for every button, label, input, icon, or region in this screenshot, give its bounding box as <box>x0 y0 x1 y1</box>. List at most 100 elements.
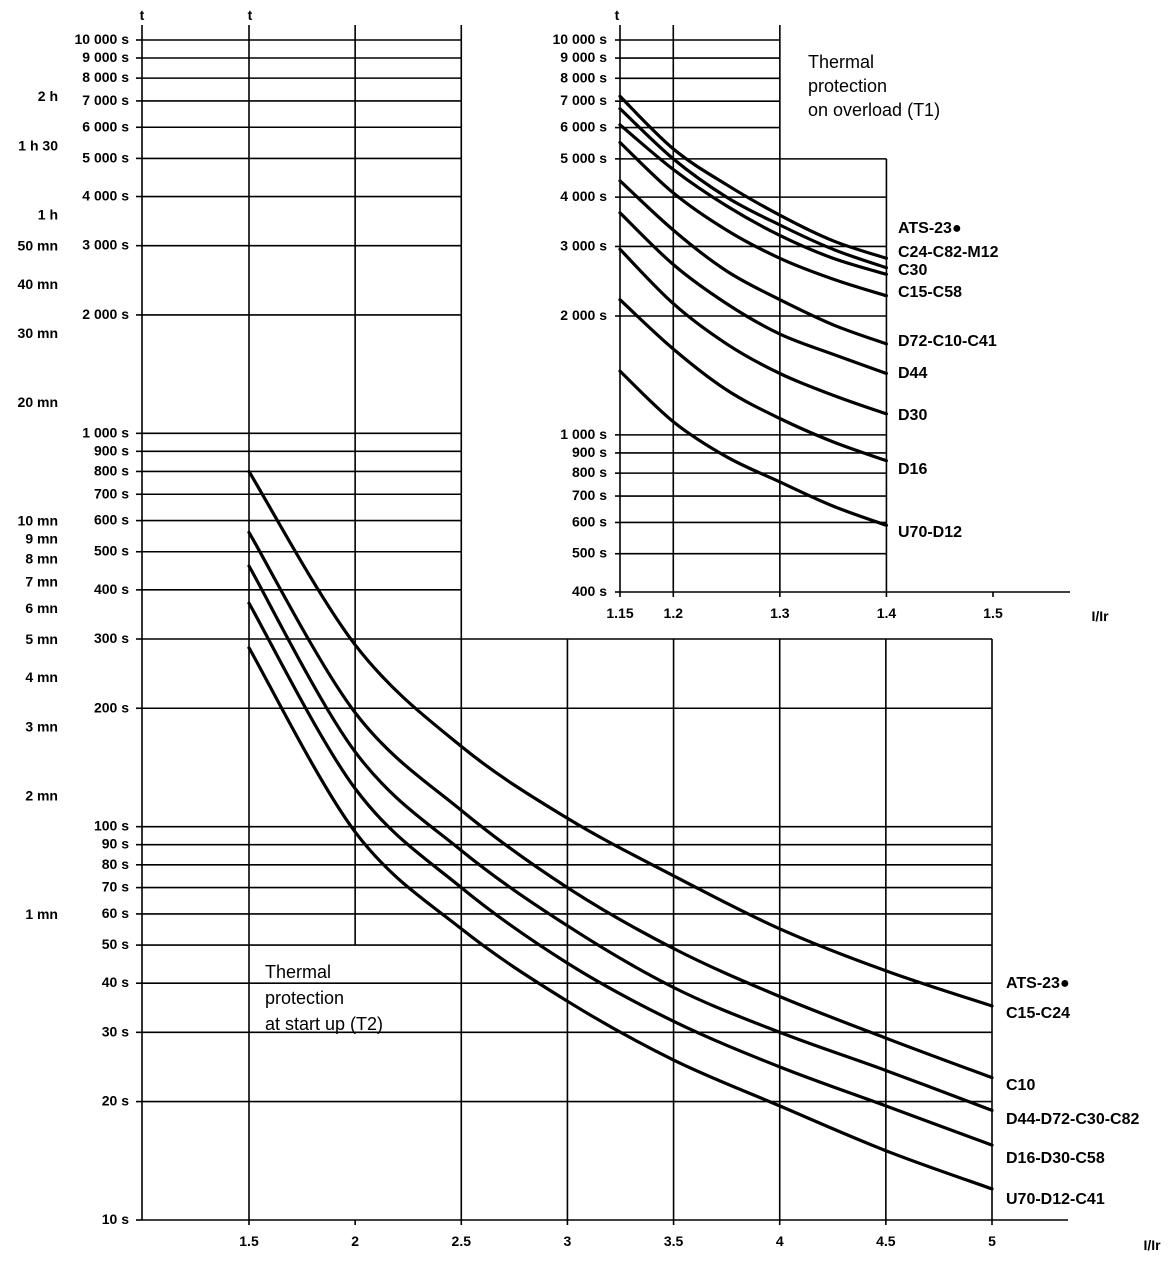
t2-y-tick-label: 40 s <box>102 974 129 990</box>
t1-x-tick-label: 1.3 <box>770 605 790 621</box>
t2-series-label: D44-D72-C30-C82 <box>1006 1111 1139 1128</box>
t2-series-line <box>247 601 994 1147</box>
t2-x-tick-label: 2.5 <box>452 1233 472 1249</box>
t2-series-line <box>247 564 994 1112</box>
t2-series-label: C15-C24 <box>1006 1005 1070 1022</box>
t1-y-tick-label: 6 000 s <box>560 119 607 135</box>
t2-x-tick-label: 2 <box>351 1233 359 1249</box>
t2-minute-label: 50 mn <box>18 238 58 254</box>
t2-minute-label: 30 mn <box>18 325 58 341</box>
t2-y-tick-label: 10 s <box>102 1211 129 1227</box>
t2-minute-label: 4 mn <box>25 669 58 685</box>
t2-y-tick-label: 6 000 s <box>82 118 129 134</box>
t1-annotation-line: protection <box>808 76 887 96</box>
t1-series-line <box>618 298 888 463</box>
t1-x-tick-label: 1.5 <box>983 605 1003 621</box>
t1-y-tick-label: 9 000 s <box>560 49 607 65</box>
t1-series-line <box>618 123 888 276</box>
t1-series-line <box>618 140 888 298</box>
t1-series-line <box>618 369 888 527</box>
t2-minute-label: 40 mn <box>18 276 58 292</box>
chart-t2-start-up: 10 s 20 s 30 s 40 s 50 s 60 s 70 s 80 s 90 s 100 … <box>18 7 1162 1253</box>
t2-annotation-line: Thermal <box>265 962 331 982</box>
t2-minute-label: 9 mn <box>25 531 58 547</box>
t1-y-axis-title: t <box>615 7 620 23</box>
t2-minute-label: 8 mn <box>25 551 58 567</box>
t2-x-axis-title: I/Ir <box>1143 1237 1161 1253</box>
t2-y-axis-title: t <box>140 7 145 23</box>
t2-y-tick-label: 5 000 s <box>82 149 129 165</box>
t2-extra-label: U70-D12-C41 <box>1006 1191 1105 1208</box>
t1-y-tick-label: 400 s <box>572 583 607 599</box>
t2-y-tick-label: 1 000 s <box>82 424 129 440</box>
t2-y-axis-title-2: t <box>248 7 253 23</box>
t2-y-tick-label: 3 000 s <box>82 237 129 253</box>
t2-minute-label: 2 h <box>38 88 58 104</box>
t1-series-line <box>618 94 888 260</box>
t2-minute-label: 6 mn <box>25 600 58 616</box>
t2-y-tick-label: 90 s <box>102 836 129 852</box>
t2-y-tick-label: 200 s <box>94 699 129 715</box>
t2-minute-label: 1 h 30 <box>18 137 58 153</box>
t1-x-axis-title: I/Ir <box>1091 608 1109 624</box>
t2-series-label: D16-D30-C58 <box>1006 1150 1105 1167</box>
t2-annotation-line: at start up (T2) <box>265 1014 383 1034</box>
t2-x-tick-label: 3.5 <box>664 1233 684 1249</box>
t1-series-label: D16 <box>898 461 927 478</box>
t2-minute-label: 1 mn <box>25 906 58 922</box>
t1-series-line <box>618 107 888 270</box>
t1-y-tick-label: 3 000 s <box>560 237 607 253</box>
t2-y-tick-label: 20 s <box>102 1093 129 1109</box>
t2-minute-label: 10 mn <box>18 513 58 529</box>
t1-y-tick-label: 5 000 s <box>560 150 607 166</box>
t1-series-label: D30 <box>898 407 927 424</box>
t2-annotation-line: protection <box>265 988 344 1008</box>
t2-y-tick-label: 7 000 s <box>82 92 129 108</box>
t2-y-tick-label: 300 s <box>94 630 129 646</box>
t2-y-tick-label: 100 s <box>94 818 129 834</box>
t1-y-tick-label: 2 000 s <box>560 307 607 323</box>
t2-y-tick-label: 900 s <box>94 442 129 458</box>
t1-series-label: ATS-23● <box>898 220 962 237</box>
t2-y-tick-label: 800 s <box>94 462 129 478</box>
t2-y-tick-label: 500 s <box>94 543 129 559</box>
t1-series-label: C24-C82-M12 <box>898 244 999 261</box>
t2-y-tick-label: 700 s <box>94 485 129 501</box>
t1-series-line <box>618 179 888 346</box>
t2-series-label: C10 <box>1006 1077 1035 1094</box>
t1-y-tick-label: 4 000 s <box>560 188 607 204</box>
t2-y-tick-label: 600 s <box>94 512 129 528</box>
t1-y-tick-label: 800 s <box>572 464 607 480</box>
t2-y-tick-label: 9 000 s <box>82 49 129 65</box>
t1-series-label: C30 <box>898 262 927 279</box>
t2-x-tick-label: 1.5 <box>239 1233 259 1249</box>
t1-annotation-line: Thermal <box>808 52 874 72</box>
t2-y-tick-label: 80 s <box>102 856 129 872</box>
t2-series-label: ATS-23● <box>1006 975 1070 992</box>
t1-y-tick-label: 10 000 s <box>553 31 608 47</box>
t2-minute-label: 20 mn <box>18 394 58 410</box>
t2-minute-label: 2 mn <box>25 788 58 804</box>
t2-minute-label: 7 mn <box>25 574 58 590</box>
t2-x-tick-label: 3 <box>564 1233 572 1249</box>
t1-annotation-line: on overload (T1) <box>808 100 940 120</box>
t2-series-line <box>247 646 994 1191</box>
t1-series-label: U70-D12 <box>898 524 962 541</box>
t2-y-tick-label: 50 s <box>102 936 129 952</box>
t2-x-tick-label: 5 <box>988 1233 996 1249</box>
t2-y-tick-label: 70 s <box>102 879 129 895</box>
t1-series-label: C15-C58 <box>898 284 962 301</box>
t1-x-tick-label: 1.4 <box>877 605 897 621</box>
t2-minute-label: 5 mn <box>25 631 58 647</box>
t2-y-tick-label: 2 000 s <box>82 306 129 322</box>
t2-y-tick-label: 30 s <box>102 1023 129 1039</box>
t1-x-tick-label: 1.15 <box>606 605 633 621</box>
t1-series-line <box>618 247 888 416</box>
t1-y-tick-label: 600 s <box>572 513 607 529</box>
t1-series-line <box>618 211 888 376</box>
t2-x-tick-label: 4.5 <box>876 1233 896 1249</box>
t2-x-tick-label: 4 <box>776 1233 784 1249</box>
t1-y-tick-label: 700 s <box>572 487 607 503</box>
t2-minute-label: 3 mn <box>25 718 58 734</box>
